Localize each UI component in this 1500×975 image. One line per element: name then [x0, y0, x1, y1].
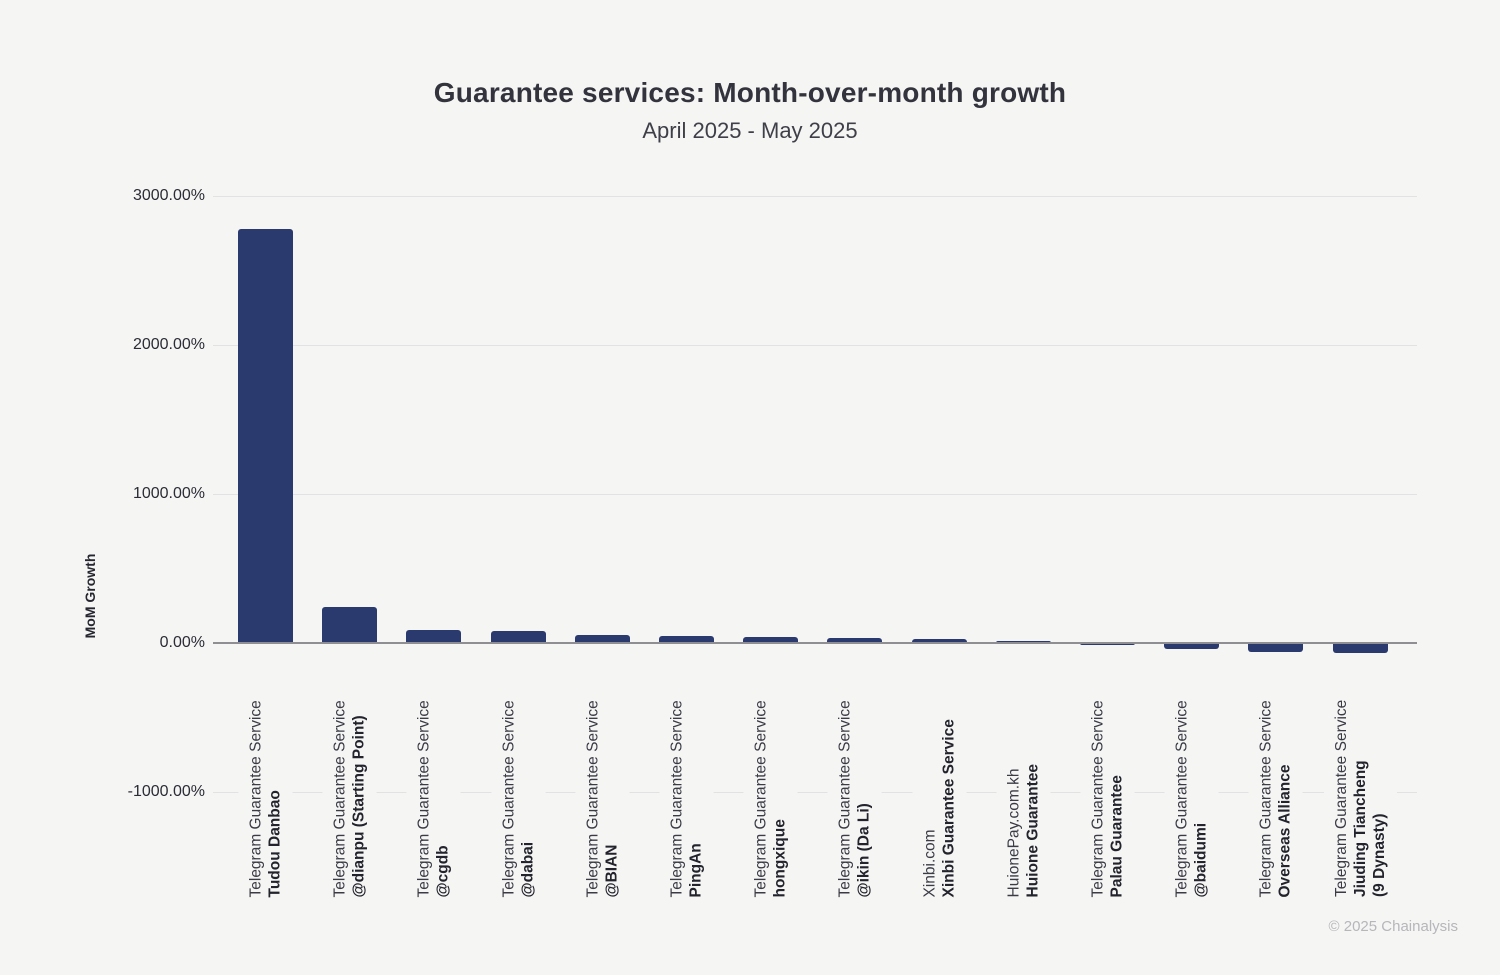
category-name: PingAn	[687, 842, 705, 897]
y-tick-label: 1000.00%	[132, 485, 205, 502]
category-name: Huione Guarantee	[1024, 763, 1042, 898]
x-category-label: Telegram Guarantee Service @BIAN	[575, 662, 630, 897]
x-category-label: Telegram Guarantee Service Tudou Danbao	[238, 662, 293, 897]
category-org: Telegram Guarantee Service	[1173, 699, 1191, 897]
category-org: Telegram Guarantee Service	[331, 699, 349, 897]
category-org: Telegram Guarantee Service	[1089, 699, 1107, 897]
category-name: @dianpu (Starting Point)	[350, 714, 368, 897]
x-category-label: Telegram Guarantee Service Jiuding Tianch…	[1323, 662, 1397, 897]
y-gridline	[213, 494, 1417, 495]
category-org: Telegram Guarantee Service	[415, 699, 433, 897]
bar	[406, 629, 462, 643]
x-category-label: Telegram Guarantee Service @dabai	[491, 662, 546, 897]
x-category-label: Telegram Guarantee Service PingAn	[659, 662, 714, 897]
category-org: Telegram Guarantee Service	[836, 699, 854, 897]
category-name: Overseas Alliance	[1276, 764, 1294, 897]
category-name: Tudou Danbao	[266, 789, 284, 897]
category-org: Telegram Guarantee Service	[668, 699, 686, 897]
x-category-label: Telegram Guarantee Service @ikin (Da Li)	[827, 662, 882, 897]
x-category-label: Xinbi.com Xinbi Guarantee Service	[912, 662, 967, 897]
x-category-label: Telegram Guarantee Service Overseas Allia…	[1248, 662, 1303, 897]
bar	[1248, 643, 1304, 653]
y-axis-title: MoM Growth	[82, 553, 98, 639]
category-name: (9 Dynasty)	[1370, 813, 1388, 897]
x-category-label: Telegram Guarantee Service @baidumi	[1164, 662, 1219, 897]
x-category-label: Telegram Guarantee Service hongxique	[743, 662, 798, 897]
category-org: Telegram Guarantee Service	[247, 699, 265, 897]
bar	[659, 635, 714, 643]
category-org: HuionePay.com.kh	[1005, 768, 1023, 897]
chart-subtitle: April 2025 - May 2025	[642, 118, 858, 143]
category-org: Telegram Guarantee Service	[500, 699, 518, 897]
bar	[238, 228, 293, 643]
x-axis-zero-line	[213, 642, 1417, 644]
category-org: Telegram Guarantee Service	[584, 699, 602, 897]
category-name: @dabai	[519, 841, 537, 897]
bar	[1080, 643, 1135, 646]
y-tick-label: 3000.00%	[132, 187, 205, 204]
category-name: Xinbi Guarantee Service	[940, 718, 958, 897]
y-tick-label: -1000.00%	[127, 783, 205, 800]
category-org: Xinbi.com	[921, 828, 939, 897]
copyright-footer: © 2025 Chainalysis	[1328, 918, 1458, 935]
x-category-label: Telegram Guarantee Service Palau Guarante…	[1080, 662, 1135, 897]
category-name: hongxique	[771, 818, 789, 897]
x-category-label: Telegram Guarantee Service @dianpu (Start…	[322, 662, 377, 897]
y-tick-label: 0.00%	[159, 634, 205, 651]
bar	[911, 638, 967, 643]
category-name: @cgdb	[434, 844, 452, 897]
bar	[743, 637, 799, 643]
category-org: Telegram Guarantee Service	[1332, 699, 1350, 897]
category-name: Jiuding Tiancheng	[1351, 760, 1369, 897]
y-tick-label: 2000.00%	[132, 336, 205, 353]
x-category-label: Telegram Guarantee Service @cgdb	[406, 662, 461, 897]
y-gridline	[213, 196, 1417, 197]
bar	[1164, 643, 1220, 649]
chart-title: Guarantee services: Month-over-month gro…	[433, 77, 1067, 108]
bar	[1332, 643, 1388, 654]
bar	[322, 607, 378, 643]
y-gridline	[213, 345, 1417, 346]
y-gridline	[213, 792, 1417, 793]
category-name: @ikin (Da Li)	[855, 802, 873, 897]
x-category-label: HuionePay.com.kh Huione Guarantee	[996, 662, 1051, 898]
category-org: Telegram Guarantee Service	[752, 699, 770, 897]
category-name: Palau Guarantee	[1108, 774, 1126, 897]
bar	[490, 631, 546, 643]
category-org: Telegram Guarantee Service	[1257, 699, 1275, 897]
bar	[574, 634, 630, 643]
category-name: @baidumi	[1192, 822, 1210, 897]
category-name: @BIAN	[603, 843, 621, 897]
bar	[827, 638, 883, 643]
